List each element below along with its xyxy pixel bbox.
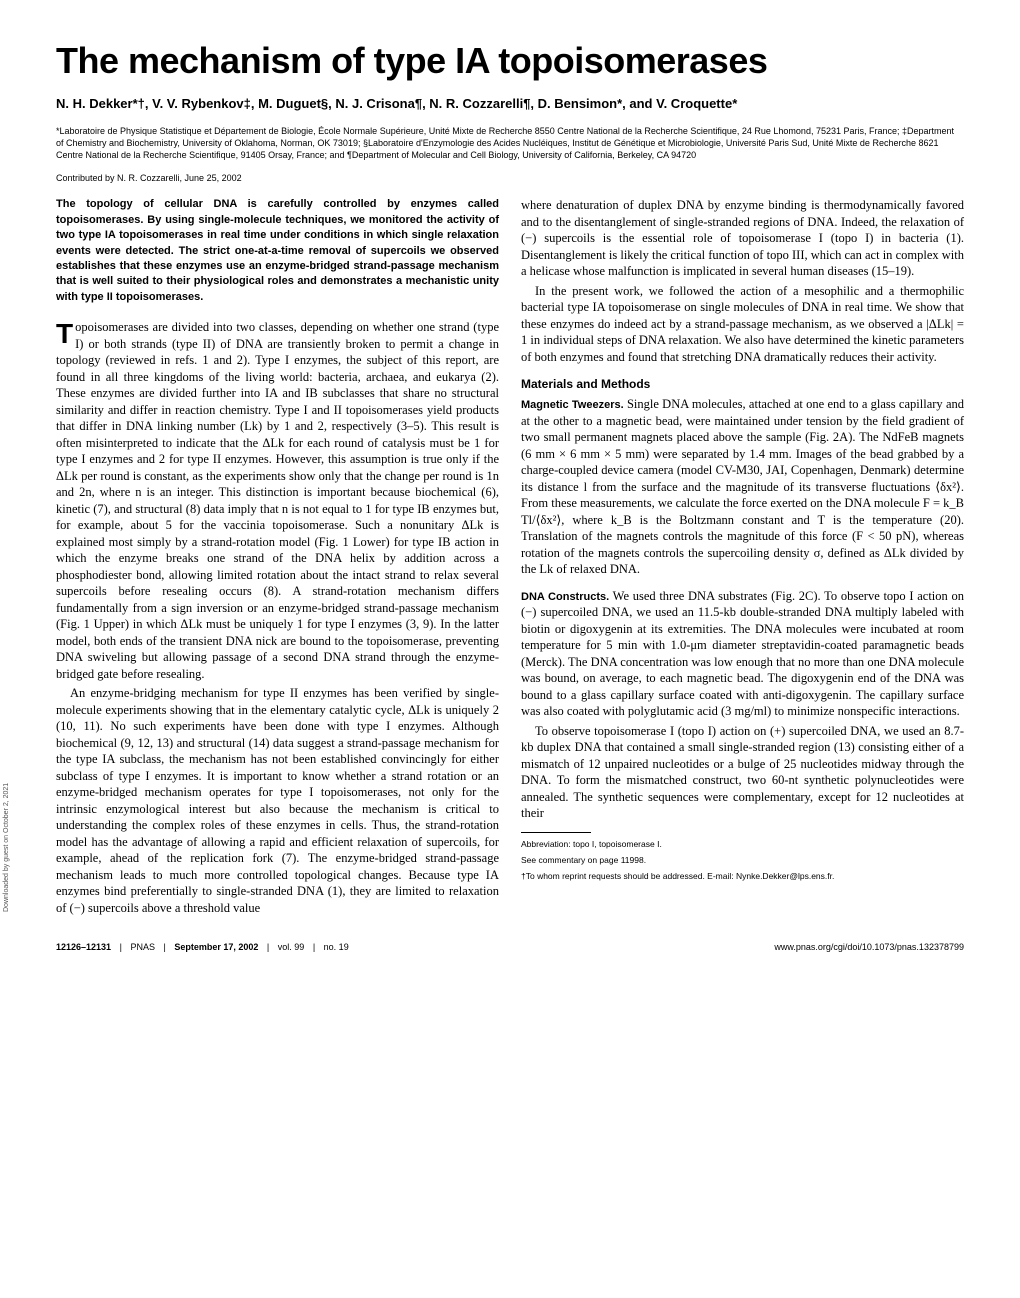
magnetic-tweezers-subhead: Magnetic Tweezers.	[521, 399, 624, 411]
footer-date: September 17, 2002	[174, 942, 258, 952]
page-footer: 12126–12131 | PNAS | September 17, 2002 …	[56, 936, 964, 952]
intro-paragraph-3: where denaturation of duplex DNA by enzy…	[521, 197, 964, 280]
footer-pnas: PNAS	[130, 942, 155, 952]
pipe-icon: |	[313, 942, 315, 952]
affiliations: *Laboratoire de Physique Statistique et …	[56, 125, 964, 161]
footnote-correspondence: †To whom reprint requests should be addr…	[521, 871, 964, 883]
paper-title: The mechanism of type IA topoisomerases	[56, 40, 964, 82]
methods-paragraph-3: To observe topoisomerase I (topo I) acti…	[521, 723, 964, 822]
authors-line: N. H. Dekker*†, V. V. Rybenkov‡, M. Dugu…	[56, 96, 964, 111]
intro-paragraph-1: Topoisomerases are divided into two clas…	[56, 319, 499, 682]
body-columns: The topology of cellular DNA is carefull…	[56, 197, 964, 916]
contributed-line: Contributed by N. R. Cozzarelli, June 25…	[56, 173, 964, 183]
footnote-commentary: See commentary on page 11998.	[521, 855, 964, 867]
methods-p1-text: Single DNA molecules, attached at one en…	[521, 397, 964, 576]
intro-paragraph-2: An enzyme-bridging mechanism for type II…	[56, 685, 499, 916]
pipe-icon: |	[267, 942, 269, 952]
footer-left: 12126–12131 | PNAS | September 17, 2002 …	[56, 942, 349, 952]
methods-paragraph-1: Magnetic Tweezers. Single DNA molecules,…	[521, 396, 964, 578]
intro-paragraph-4: In the present work, we followed the act…	[521, 283, 964, 366]
methods-paragraph-2: DNA Constructs. We used three DNA substr…	[521, 588, 964, 720]
footer-no: no. 19	[324, 942, 349, 952]
footnote-abbreviation: Abbreviation: topo I, topoisomerase I.	[521, 839, 964, 851]
dna-constructs-subhead: DNA Constructs.	[521, 591, 609, 603]
pipe-icon: |	[120, 942, 122, 952]
footer-pages: 12126–12131	[56, 942, 111, 952]
footer-right: www.pnas.org/cgi/doi/10.1073/pnas.132378…	[774, 942, 964, 952]
pipe-icon: |	[163, 942, 165, 952]
abstract: The topology of cellular DNA is carefull…	[56, 197, 499, 305]
materials-methods-heading: Materials and Methods	[521, 377, 964, 393]
download-side-text: Downloaded by guest on October 2, 2021	[3, 783, 10, 912]
footer-vol: vol. 99	[278, 942, 305, 952]
methods-p2-text: We used three DNA substrates (Fig. 2C). …	[521, 589, 964, 719]
footnote-rule	[521, 832, 591, 833]
